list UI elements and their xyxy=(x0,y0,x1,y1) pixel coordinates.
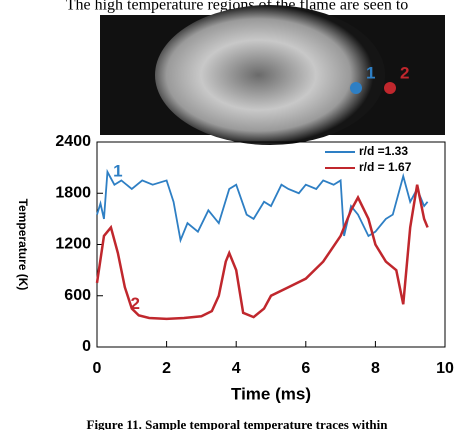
probe-label: 2 xyxy=(400,63,409,82)
y-tick-label: 600 xyxy=(64,287,91,304)
line-series xyxy=(95,184,429,321)
y-axis-label: Temperature (K) xyxy=(16,199,30,291)
x-tick-label: 2 xyxy=(162,360,171,377)
line-series xyxy=(96,168,429,244)
y-tick-label: 2400 xyxy=(55,133,91,150)
probe-label: 1 xyxy=(366,63,375,82)
caption: Figure 11. Sample temporal temperature t… xyxy=(87,417,389,430)
x-tick-label: 4 xyxy=(232,360,241,377)
probe-marker xyxy=(384,82,396,94)
x-tick-label: 10 xyxy=(436,360,454,377)
y-tick-label: 1800 xyxy=(55,184,91,201)
y-tick-label: 0 xyxy=(82,338,91,355)
y-tick-label: 1200 xyxy=(55,236,91,253)
x-tick-label: 8 xyxy=(371,360,380,377)
annotation: 2 xyxy=(131,294,140,313)
probe-marker xyxy=(350,82,362,94)
x-tick-label: 0 xyxy=(93,360,102,377)
legend-label: r/d =1.33 xyxy=(359,144,408,158)
x-axis-label: Time (ms) xyxy=(231,384,311,403)
x-tick-label: 6 xyxy=(301,360,310,377)
annotation: 1 xyxy=(113,161,122,180)
flame-glow xyxy=(155,5,385,145)
header-text: The high temperature regions of the flam… xyxy=(66,0,409,14)
legend-label: r/d = 1.67 xyxy=(359,160,412,174)
